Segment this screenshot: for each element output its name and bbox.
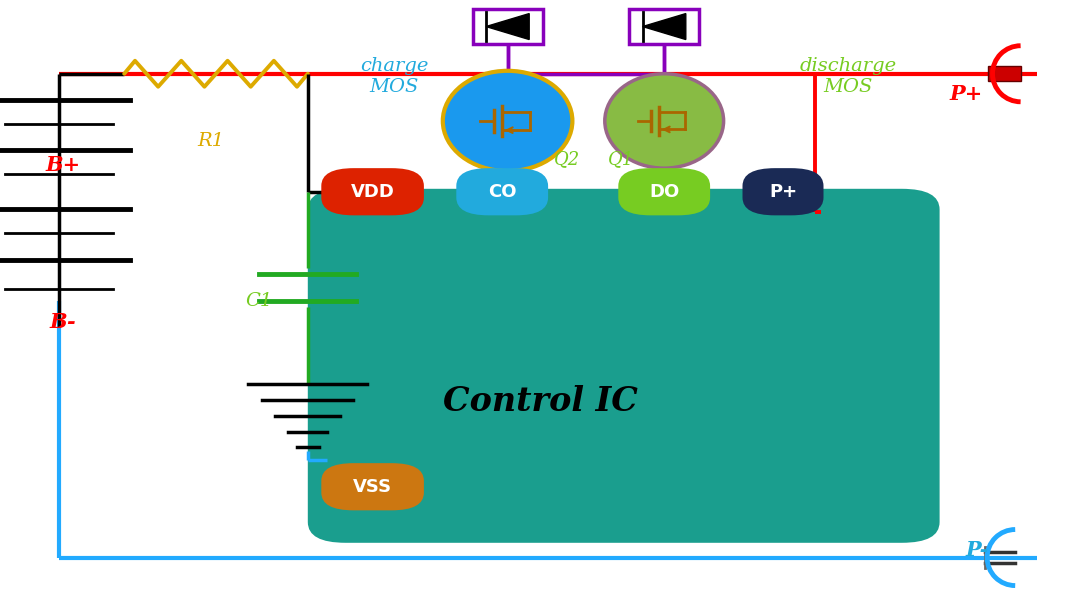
Text: Q1: Q1 — [608, 150, 634, 168]
FancyBboxPatch shape — [457, 168, 549, 215]
Text: P-: P- — [966, 540, 989, 560]
Ellipse shape — [605, 74, 724, 168]
Text: P+: P+ — [769, 183, 797, 201]
Text: discharge
MOS: discharge MOS — [799, 57, 896, 96]
Text: C1: C1 — [245, 292, 273, 310]
FancyBboxPatch shape — [322, 168, 423, 215]
Text: VDD: VDD — [351, 183, 394, 201]
Text: R1: R1 — [197, 132, 225, 150]
FancyBboxPatch shape — [322, 463, 423, 510]
Text: Control IC: Control IC — [443, 385, 637, 418]
Polygon shape — [486, 14, 529, 40]
FancyBboxPatch shape — [308, 189, 940, 543]
FancyBboxPatch shape — [743, 168, 824, 215]
FancyBboxPatch shape — [473, 9, 542, 44]
Text: Q2: Q2 — [554, 150, 580, 168]
FancyBboxPatch shape — [629, 9, 700, 44]
Text: DO: DO — [649, 183, 679, 201]
Text: VSS: VSS — [353, 478, 392, 496]
Text: CO: CO — [488, 183, 516, 201]
Text: charge
MOS: charge MOS — [360, 57, 429, 96]
Polygon shape — [643, 14, 686, 40]
Text: P+: P+ — [950, 84, 983, 104]
Text: B-: B- — [50, 312, 76, 332]
Ellipse shape — [443, 71, 572, 171]
Text: B+: B+ — [45, 155, 80, 175]
FancyBboxPatch shape — [618, 168, 711, 215]
Bar — [988, 66, 1021, 81]
